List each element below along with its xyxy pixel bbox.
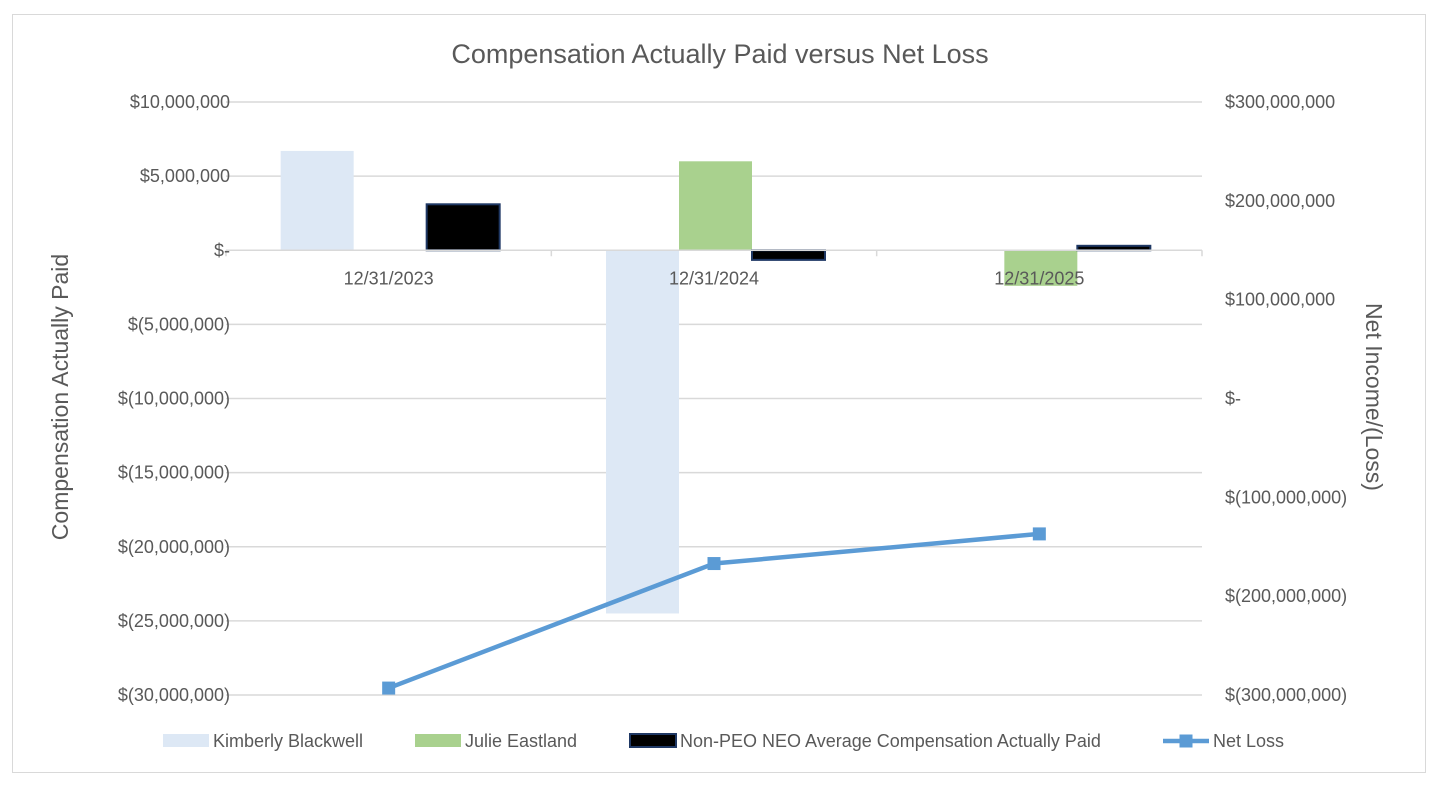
y-tick-label: $(30,000,000): [118, 685, 230, 705]
y-tick-label: $(25,000,000): [118, 611, 230, 631]
y-tick-label: $(20,000,000): [118, 537, 230, 557]
legend-label: Non-PEO NEO Average Compensation Actuall…: [680, 731, 1101, 751]
y-tick-label: $5,000,000: [140, 166, 230, 186]
bar: [606, 250, 679, 614]
y2-tick-label: $100,000,000: [1225, 290, 1335, 310]
category-label: 12/31/2025: [994, 268, 1084, 288]
y-tick-label: $-: [214, 240, 230, 260]
y2-tick-label: $(100,000,000): [1225, 487, 1347, 507]
y2-tick-label: $200,000,000: [1225, 191, 1335, 211]
legend-marker: [1179, 734, 1193, 748]
bar: [679, 161, 752, 251]
y2-tick-label: $(300,000,000): [1225, 685, 1347, 705]
series-line-net-loss: [387, 531, 1040, 691]
category-label: 12/31/2023: [344, 268, 434, 288]
bar: [1004, 250, 1078, 286]
y2-axis-title: Net Income/(Loss): [1361, 303, 1387, 491]
y2-tick-label: $300,000,000: [1225, 92, 1335, 112]
chart-title: Compensation Actually Paid versus Net Lo…: [451, 39, 988, 69]
y2-tick-label: $-: [1225, 389, 1241, 409]
y-tick-label: $(15,000,000): [118, 463, 230, 483]
y-axis-title: Compensation Actually Paid: [47, 254, 73, 540]
chart-frame: Compensation Actually Paid versus Net Lo…: [12, 14, 1426, 773]
legend-swatch: [415, 734, 461, 747]
category-label: 12/31/2024: [669, 268, 759, 288]
legend-swatch: [629, 733, 677, 748]
y-tick-label: $10,000,000: [130, 92, 230, 112]
legend-swatch: [163, 734, 209, 747]
bar: [280, 150, 354, 251]
legend-label: Net Loss: [1213, 731, 1284, 751]
bar: [425, 203, 501, 252]
legend-label: Julie Eastland: [465, 731, 577, 751]
data-point-marker: [382, 681, 396, 695]
y-tick-label: $(10,000,000): [118, 389, 230, 409]
data-point-marker: [707, 557, 721, 571]
bar: [751, 249, 826, 261]
y2-tick-label: $(200,000,000): [1225, 586, 1347, 606]
data-point-marker: [1032, 527, 1046, 541]
y-tick-label: $(5,000,000): [128, 314, 230, 334]
chart-svg: Compensation Actually Paid versus Net Lo…: [47, 39, 1387, 751]
legend-label: Kimberly Blackwell: [213, 731, 363, 751]
